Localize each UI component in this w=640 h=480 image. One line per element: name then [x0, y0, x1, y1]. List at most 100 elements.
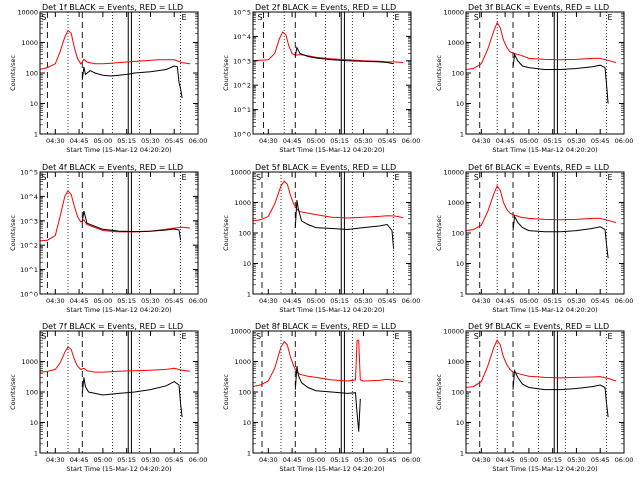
- y-tick-label: 10^1: [20, 266, 38, 274]
- y-tick-label: 10^4: [233, 33, 251, 41]
- x-tick-label: 05:15: [330, 297, 349, 305]
- y-tick-label: 10000: [230, 169, 251, 177]
- region-label-end: E: [395, 332, 400, 341]
- x-tick-label: 05:45: [591, 297, 610, 305]
- region-label-start: S: [256, 173, 261, 182]
- lld-series-line: [465, 21, 617, 70]
- region-label-start: S: [256, 332, 261, 341]
- x-tick-label: 04:30: [472, 137, 491, 145]
- x-tick-label: 06:00: [615, 297, 634, 305]
- events-series-line: [81, 210, 182, 241]
- y-tick-label: 1: [460, 131, 464, 139]
- x-tick-label: 05:15: [117, 297, 136, 305]
- y-tick-label: 1: [34, 450, 38, 458]
- lld-series-line: [252, 31, 404, 63]
- x-tick-label: 06:00: [189, 456, 208, 464]
- y-tick-label: 1000: [21, 358, 38, 366]
- x-tick-label: 06:00: [615, 137, 634, 145]
- y-axis-label: Counts/sec: [9, 374, 17, 410]
- y-tick-label: 10^2: [20, 242, 38, 250]
- panel-title: Det 5f BLACK = Events, RED = LLD: [255, 163, 396, 172]
- y-tick-label: 10^4: [20, 193, 38, 201]
- x-axis-label: Start Time (15-Mar-12 04:20:20): [66, 146, 171, 154]
- y-tick-label: 10: [456, 260, 464, 268]
- lld-series-line: [39, 29, 191, 70]
- region-label-start: S: [41, 13, 46, 22]
- x-tick-label: 05:30: [141, 456, 160, 464]
- x-tick-label: 05:30: [567, 137, 586, 145]
- x-tick-label: 04:45: [496, 297, 515, 305]
- y-tick-label: 100: [26, 389, 38, 397]
- x-axis-label: Start Time (15-Mar-12 04:20:20): [492, 306, 597, 314]
- x-tick-label: 04:30: [259, 297, 278, 305]
- x-tick-label: 05:30: [354, 456, 373, 464]
- region-label-end: E: [608, 173, 613, 182]
- x-tick-label: 05:45: [591, 456, 610, 464]
- y-tick-label: 1: [460, 450, 464, 458]
- y-tick-label: 10: [30, 419, 38, 427]
- x-tick-label: 04:45: [283, 297, 302, 305]
- x-tick-label: 05:15: [330, 137, 349, 145]
- y-tick-label: 1000: [447, 39, 464, 47]
- x-tick-label: 04:30: [472, 456, 491, 464]
- x-tick-label: 04:30: [46, 137, 65, 145]
- panel-title: Det 3f BLACK = Events, RED = LLD: [468, 3, 609, 12]
- x-tick-label: 06:00: [189, 297, 208, 305]
- lld-series-line: [465, 184, 617, 232]
- y-tick-label: 100: [452, 70, 464, 78]
- y-tick-label: 10: [30, 100, 38, 108]
- y-axis-label: Counts/sec: [9, 55, 17, 91]
- x-tick-label: 05:30: [354, 297, 373, 305]
- panel-title: Det 7f BLACK = Events, RED = LLD: [42, 322, 183, 331]
- y-tick-label: 1000: [447, 199, 464, 207]
- region-label-end: E: [182, 332, 187, 341]
- x-tick-label: 04:30: [46, 456, 65, 464]
- y-tick-label: 100: [26, 70, 38, 78]
- x-tick-label: 05:00: [520, 137, 539, 145]
- y-tick-label: 100: [239, 230, 251, 238]
- x-tick-label: 06:00: [189, 137, 208, 145]
- region-label-end: E: [395, 173, 400, 182]
- plot-frame: [39, 171, 199, 295]
- x-tick-label: 04:30: [472, 297, 491, 305]
- panel-title: Det 8f BLACK = Events, RED = LLD: [255, 322, 396, 331]
- x-axis-label: Start Time (15-Mar-12 04:20:20): [279, 306, 384, 314]
- x-tick-label: 05:45: [165, 297, 184, 305]
- y-tick-label: 1: [247, 450, 251, 458]
- panel-title: Det 9f BLACK = Events, RED = LLD: [468, 322, 609, 331]
- events-series-line: [294, 200, 395, 249]
- x-tick-label: 05:30: [567, 297, 586, 305]
- x-tick-label: 05:15: [117, 456, 136, 464]
- events-series-line: [512, 214, 609, 259]
- x-tick-label: 05:00: [307, 137, 326, 145]
- y-tick-label: 1000: [234, 358, 251, 366]
- x-axis-label: Start Time (15-Mar-12 04:20:20): [279, 146, 384, 154]
- x-axis-label: Start Time (15-Mar-12 04:20:20): [66, 306, 171, 314]
- y-tick-label: 10^3: [233, 57, 251, 65]
- x-tick-label: 05:15: [117, 137, 136, 145]
- x-tick-label: 06:00: [402, 137, 421, 145]
- x-tick-label: 05:00: [520, 297, 539, 305]
- x-axis-label: Start Time (15-Mar-12 04:20:20): [66, 465, 171, 473]
- x-tick-label: 06:00: [402, 297, 421, 305]
- y-axis-label: Counts/sec: [222, 215, 230, 251]
- x-tick-label: 04:45: [70, 297, 89, 305]
- y-tick-label: 1000: [234, 199, 251, 207]
- x-tick-label: 05:00: [94, 297, 113, 305]
- x-tick-label: 05:30: [141, 297, 160, 305]
- y-tick-label: 10^5: [20, 169, 38, 177]
- y-tick-label: 1: [34, 131, 38, 139]
- y-axis-label: Counts/sec: [222, 55, 230, 91]
- region-label-start: S: [258, 13, 263, 22]
- y-tick-label: 10: [243, 419, 251, 427]
- x-tick-label: 04:45: [283, 456, 302, 464]
- events-series-line: [512, 52, 609, 104]
- x-tick-label: 06:00: [615, 456, 634, 464]
- x-tick-label: 04:45: [70, 456, 89, 464]
- x-tick-label: 05:45: [165, 137, 184, 145]
